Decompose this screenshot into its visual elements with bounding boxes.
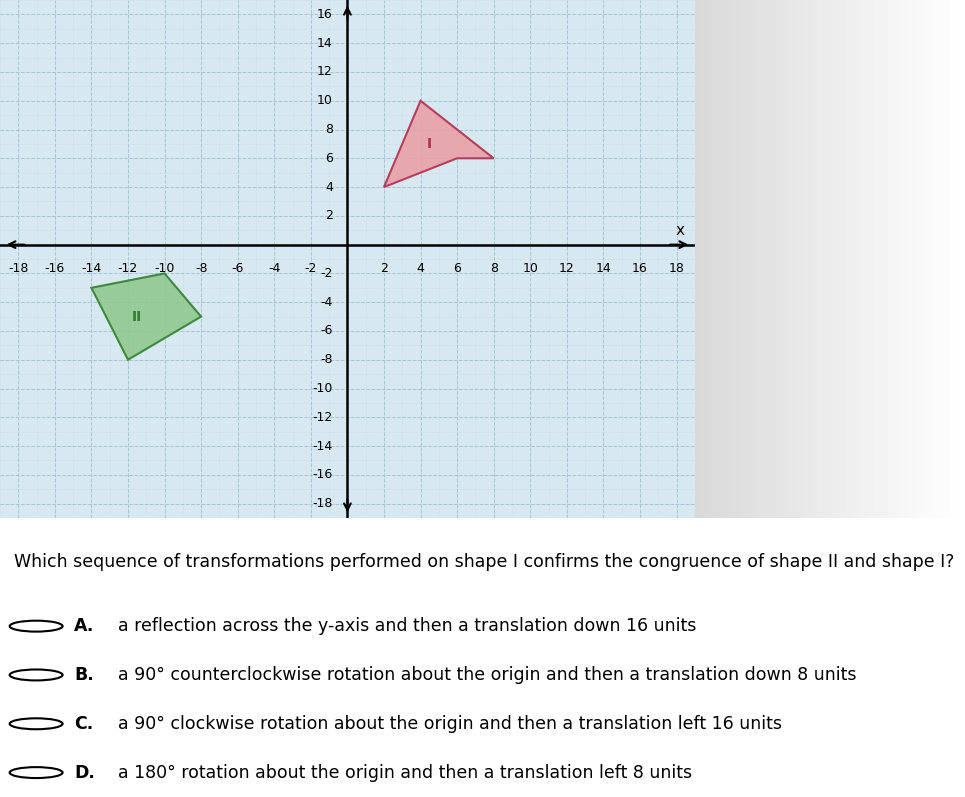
Text: I: I xyxy=(427,137,432,151)
Text: 8: 8 xyxy=(325,123,333,136)
Text: 2: 2 xyxy=(325,210,333,222)
Text: -8: -8 xyxy=(195,262,207,275)
Text: -12: -12 xyxy=(313,410,333,424)
Text: -8: -8 xyxy=(320,353,333,367)
Text: A.: A. xyxy=(74,617,95,635)
Text: -16: -16 xyxy=(44,262,65,275)
Text: a 90° counterclockwise rotation about the origin and then a translation down 8 u: a 90° counterclockwise rotation about th… xyxy=(119,666,857,684)
Text: 2: 2 xyxy=(380,262,388,275)
Text: 16: 16 xyxy=(317,8,333,21)
Text: -16: -16 xyxy=(313,469,333,481)
Text: -2: -2 xyxy=(305,262,317,275)
Text: 6: 6 xyxy=(454,262,461,275)
Text: -14: -14 xyxy=(313,440,333,453)
Text: 14: 14 xyxy=(595,262,611,275)
Text: 16: 16 xyxy=(632,262,648,275)
Text: -18: -18 xyxy=(8,262,29,275)
Text: -2: -2 xyxy=(320,267,333,280)
Text: -14: -14 xyxy=(81,262,101,275)
Text: B.: B. xyxy=(74,666,94,684)
Polygon shape xyxy=(384,100,494,187)
Text: 18: 18 xyxy=(669,262,684,275)
Text: 14: 14 xyxy=(317,37,333,49)
Text: -10: -10 xyxy=(154,262,175,275)
Text: a 90° clockwise rotation about the origin and then a translation left 16 units: a 90° clockwise rotation about the origi… xyxy=(119,715,783,732)
Text: 4: 4 xyxy=(417,262,425,275)
Text: 10: 10 xyxy=(317,94,333,108)
Text: x: x xyxy=(676,222,685,238)
Text: -6: -6 xyxy=(232,262,244,275)
Text: II: II xyxy=(132,309,142,324)
Text: a reflection across the y-axis and then a translation down 16 units: a reflection across the y-axis and then … xyxy=(119,617,697,635)
Text: -12: -12 xyxy=(118,262,138,275)
Text: -10: -10 xyxy=(313,382,333,395)
Text: Which sequence of transformations performed on shape I confirms the congruence o: Which sequence of transformations perfor… xyxy=(14,553,954,571)
Text: -6: -6 xyxy=(320,324,333,337)
Text: 12: 12 xyxy=(559,262,575,275)
Text: -4: -4 xyxy=(320,296,333,308)
Text: 4: 4 xyxy=(325,181,333,194)
Text: 8: 8 xyxy=(489,262,498,275)
Text: -4: -4 xyxy=(268,262,281,275)
Text: 6: 6 xyxy=(325,151,333,165)
Text: -18: -18 xyxy=(313,497,333,510)
Text: a 180° rotation about the origin and then a translation left 8 units: a 180° rotation about the origin and the… xyxy=(119,764,693,782)
Text: C.: C. xyxy=(74,715,94,732)
Text: D.: D. xyxy=(74,764,95,782)
Text: 12: 12 xyxy=(317,65,333,78)
Polygon shape xyxy=(92,273,201,359)
Text: 10: 10 xyxy=(522,262,538,275)
